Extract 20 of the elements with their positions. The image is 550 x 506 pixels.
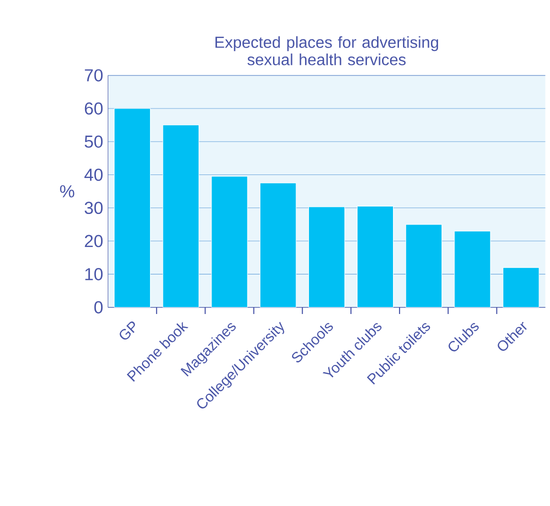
bar <box>502 267 540 308</box>
x-tick-label: GP <box>120 322 135 340</box>
bar <box>260 182 296 308</box>
y-tick-label: 10 <box>85 268 103 280</box>
bar <box>211 176 248 308</box>
bar <box>406 224 442 308</box>
y-tick-label: 50 <box>84 135 103 148</box>
bar <box>162 124 200 308</box>
chart-title: Expected places for advertising sexual health services <box>215 36 438 66</box>
bar <box>114 108 151 308</box>
bar <box>454 230 491 308</box>
y-tick-label: 20 <box>84 234 103 248</box>
bar <box>308 206 345 308</box>
y-tick-label: 70 <box>84 69 103 82</box>
y-tick-label: 30 <box>84 202 103 214</box>
y-tick-label: 40 <box>84 168 103 181</box>
y-tick-label: 0 <box>94 301 103 314</box>
y-tick-label: 60 <box>84 102 103 115</box>
bar <box>356 206 394 308</box>
y-axis-title: % <box>60 185 74 198</box>
